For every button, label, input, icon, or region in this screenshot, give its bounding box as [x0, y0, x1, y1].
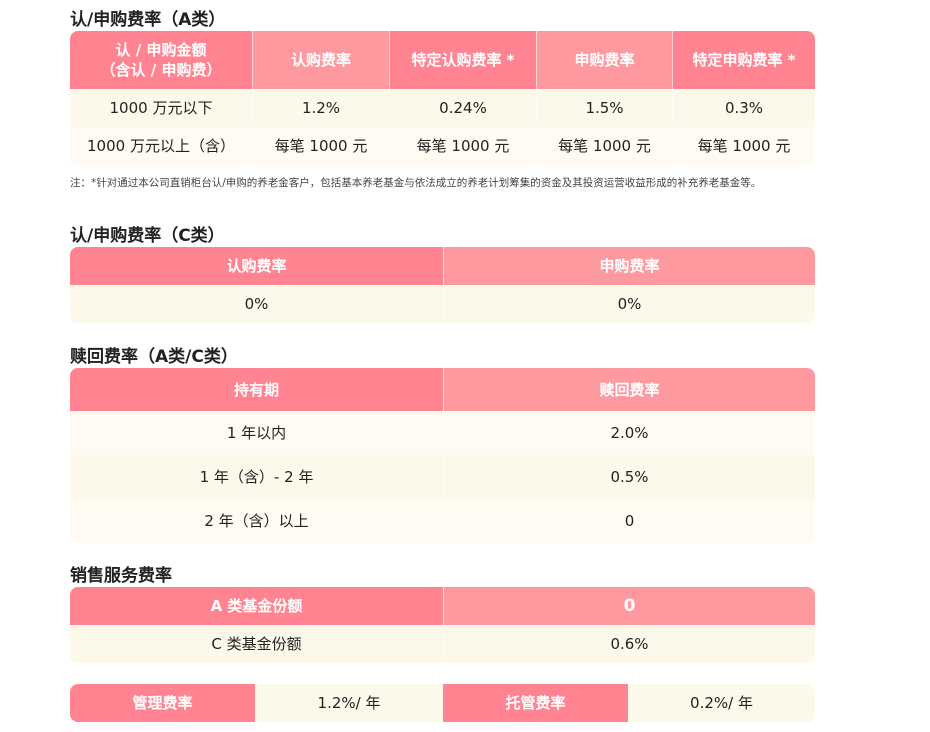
- cell: 0%: [70, 285, 443, 323]
- sales-service-table: A 类基金份额 0 C 类基金份额 0.6%: [70, 587, 815, 663]
- header-special-subscription-rate: 特定认购费率 *: [389, 31, 536, 89]
- table-a: 认 / 申购金额 （含认 / 申购费） 认购费率 特定认购费率 * 申购费率 特…: [70, 31, 815, 165]
- cell: 2.0%: [443, 411, 815, 455]
- cell: 1000 万元以上（含）: [70, 127, 252, 165]
- cell: 2 年（含）以上: [70, 499, 443, 543]
- cell: 0.24%: [389, 89, 536, 127]
- redemption-table: 持有期 赎回费率 1 年以内 2.0% 1 年（含）- 2 年 0.5% 2 年…: [70, 368, 815, 543]
- cell: 1000 万元以下: [70, 89, 252, 127]
- cell: 每笔 1000 元: [672, 127, 815, 165]
- cell: 0.5%: [443, 455, 815, 499]
- cell: 每笔 1000 元: [536, 127, 672, 165]
- header-subscription-rate: 认购费率: [252, 31, 389, 89]
- header-purchase-rate: 申购费率: [443, 247, 815, 285]
- cell: 0: [443, 499, 815, 543]
- section-c-title: 认/申购费率（C类）: [70, 226, 225, 246]
- header-purchase-rate: 申购费率: [536, 31, 672, 89]
- class-a-value: 0: [443, 587, 815, 625]
- other-fees-table: 管理费率 1.2%/ 年 托管费率 0.2%/ 年: [70, 684, 815, 722]
- footnote: 注：*针对通过本公司直销柜台认/申购的养老金客户，包括基本养老基金与依法成立的养…: [70, 177, 762, 189]
- cell: 1.5%: [536, 89, 672, 127]
- header-special-purchase-rate: 特定申购费率 *: [672, 31, 815, 89]
- cell: 0.3%: [672, 89, 815, 127]
- management-fee-label: 管理费率: [70, 684, 255, 722]
- header-subscription-rate: 认购费率: [70, 247, 443, 285]
- class-a-label: A 类基金份额: [70, 587, 443, 625]
- custody-fee-value: 0.2%/ 年: [628, 684, 815, 722]
- cell: 1.2%: [252, 89, 389, 127]
- class-c-value: 0.6%: [443, 625, 815, 663]
- header-redemption-rate: 赎回费率: [443, 368, 815, 411]
- sales-service-title: 销售服务费率: [70, 566, 172, 586]
- cell: 0%: [443, 285, 815, 323]
- cell: 每笔 1000 元: [252, 127, 389, 165]
- cell: 1 年以内: [70, 411, 443, 455]
- cell: 每笔 1000 元: [389, 127, 536, 165]
- cell: 1 年（含）- 2 年: [70, 455, 443, 499]
- header-amount: 认 / 申购金额 （含认 / 申购费）: [70, 31, 252, 89]
- custody-fee-label: 托管费率: [443, 684, 628, 722]
- class-c-label: C 类基金份额: [70, 625, 443, 663]
- section-a-title: 认/申购费率（A类）: [70, 10, 226, 30]
- management-fee-value: 1.2%/ 年: [255, 684, 443, 722]
- header-holding-period: 持有期: [70, 368, 443, 411]
- table-c: 认购费率 申购费率 0% 0%: [70, 247, 815, 323]
- redemption-title: 赎回费率（A类/C类）: [70, 347, 238, 367]
